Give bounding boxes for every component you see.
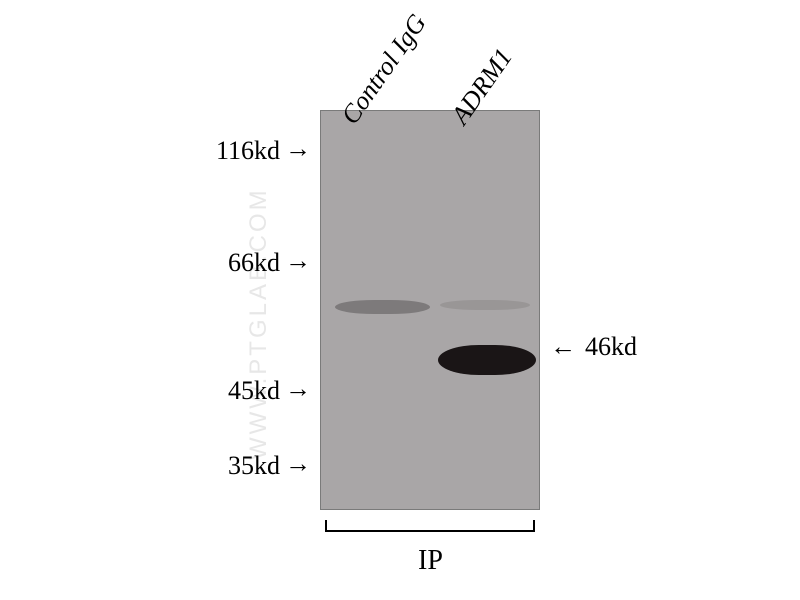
marker-arrow-icon: → [285,248,311,274]
marker-label-45kd: 45kd [180,376,280,406]
marker-arrow-icon: → [285,451,311,477]
watermark-text: WWW.PTGLAB.COM [245,187,273,460]
target-arrow-icon: ← [550,334,576,360]
ip-bracket-tick [533,520,535,530]
marker-label-66kd: 66kd [180,248,280,278]
marker-arrow-icon: → [285,376,311,402]
target-band-label: 46kd [585,332,637,362]
ip-label: IP [418,545,443,577]
marker-label-35kd: 35kd [180,451,280,481]
adrm1-heavy-chain-faint [440,300,530,310]
marker-arrow-icon: → [285,136,311,162]
adrm1-target-band [438,345,536,375]
western-blot-figure: WWW.PTGLAB.COM Control IgG ADRM1 116kd →… [0,0,800,600]
ip-bracket-tick [325,520,327,530]
marker-label-116kd: 116kd [180,136,280,166]
ip-bracket-line [325,530,535,532]
control-igg-heavy-chain [335,300,430,314]
